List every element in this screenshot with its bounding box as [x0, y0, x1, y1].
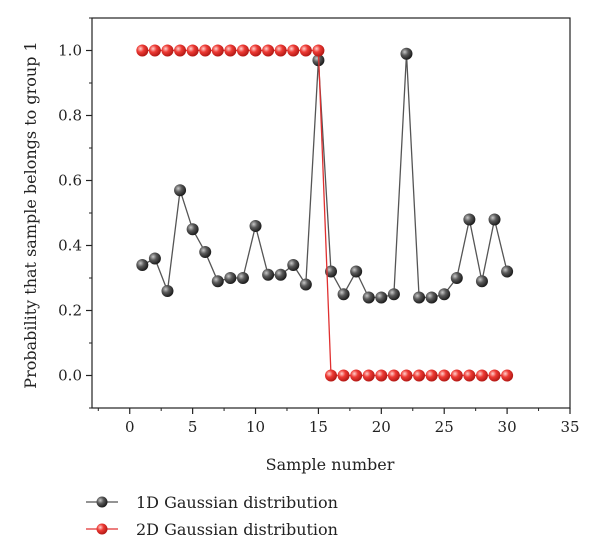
y-tick-label: 0.4: [58, 237, 82, 255]
legend: 1D Gaussian distribution 2D Gaussian dis…: [86, 493, 338, 539]
data-point: [413, 291, 426, 304]
data-point: [148, 252, 161, 265]
data-point: [475, 369, 488, 382]
data-point: [161, 44, 174, 57]
data-point: [136, 259, 149, 271]
data-point: [148, 44, 161, 57]
data-point: [211, 44, 224, 57]
data-point: [463, 213, 476, 226]
axes: 0 5 10 15 20 25 30 35 0.0 0.2 0.4 0.6 0.8 1.0: [58, 17, 580, 436]
x-tick-label: 0: [125, 418, 135, 436]
data-point: [312, 44, 325, 57]
x-tick-label: 30: [498, 418, 517, 436]
data-point: [488, 369, 501, 382]
data-point: [425, 369, 438, 382]
data-point: [450, 369, 463, 382]
data-point: [249, 220, 262, 232]
data-point: [488, 213, 501, 226]
data-point: [400, 369, 413, 382]
data-point: [375, 291, 388, 304]
legend-entry-2d: 2D Gaussian distribution: [86, 520, 338, 539]
data-point: [501, 265, 514, 278]
series-layer: [136, 44, 514, 382]
legend-label-2d: 2D Gaussian distribution: [136, 520, 338, 539]
data-point: [174, 44, 187, 57]
data-point: [325, 265, 337, 278]
x-tick-label: 35: [560, 418, 579, 436]
y-axis-title: Probability that sample belongs to group…: [21, 41, 40, 388]
x-tick-label: 10: [246, 418, 265, 436]
data-point: [475, 275, 488, 288]
data-point: [362, 291, 375, 304]
data-point: [501, 369, 514, 382]
y-tick-label: 0.2: [58, 302, 82, 320]
data-point: [350, 369, 363, 382]
data-point: [299, 44, 312, 57]
data-point: [262, 268, 275, 281]
data-point: [199, 44, 212, 57]
y-tick-label: 1.0: [58, 42, 82, 60]
data-point: [287, 44, 300, 57]
data-point: [438, 288, 451, 301]
data-point: [362, 369, 375, 382]
y-tick-label: 0.0: [58, 367, 82, 385]
data-point: [161, 285, 174, 297]
y-tick-label: 0.8: [58, 107, 82, 125]
data-point: [299, 278, 312, 291]
data-point: [236, 272, 249, 284]
data-point: [262, 44, 275, 57]
data-point: [425, 291, 438, 304]
data-point: [387, 369, 400, 382]
series-line: [142, 49, 508, 377]
y-tick-label: 0.6: [58, 172, 82, 190]
series-2: [136, 44, 514, 382]
data-point: [224, 272, 237, 284]
data-point: [350, 265, 363, 278]
data-point: [450, 272, 463, 284]
data-point: [211, 275, 224, 288]
legend-marker-2d: [96, 523, 108, 535]
data-point: [136, 44, 149, 57]
data-point: [274, 268, 287, 281]
data-point: [186, 223, 199, 236]
x-tick-label: 5: [188, 418, 198, 436]
data-point: [337, 369, 350, 382]
x-tick-label: 15: [309, 418, 328, 436]
data-point: [274, 44, 287, 57]
plot-frame: [91, 17, 571, 409]
data-point: [413, 369, 426, 382]
data-point: [463, 369, 476, 382]
data-point: [375, 369, 388, 382]
data-point: [236, 44, 249, 57]
data-point: [174, 184, 187, 197]
x-axis-title: Sample number: [266, 455, 395, 474]
data-point: [438, 369, 451, 382]
series-line: [142, 53, 508, 299]
x-tick-label: 20: [372, 418, 391, 436]
data-point: [249, 44, 262, 57]
data-point: [287, 259, 300, 271]
data-point: [387, 288, 400, 301]
data-point: [199, 246, 212, 258]
legend-marker-1d: [96, 496, 108, 508]
data-point: [224, 44, 237, 57]
data-point: [186, 44, 199, 57]
x-tick-label: 25: [435, 418, 454, 436]
data-point: [337, 288, 350, 301]
series-1: [136, 47, 514, 304]
data-point: [325, 369, 337, 382]
legend-entry-1d: 1D Gaussian distribution: [86, 493, 338, 512]
data-point: [400, 47, 413, 60]
legend-label-1d: 1D Gaussian distribution: [136, 493, 338, 512]
